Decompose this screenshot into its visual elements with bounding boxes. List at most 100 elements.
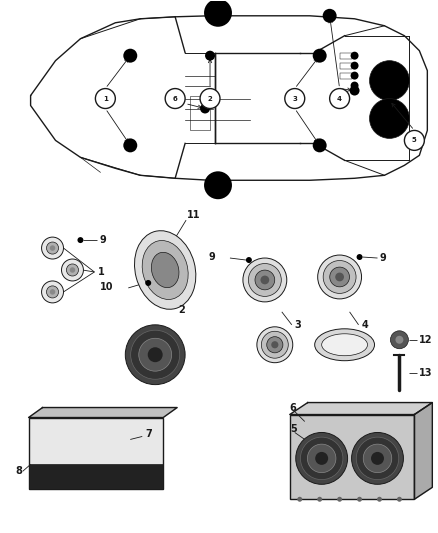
Bar bbox=[190, 95, 210, 131]
Circle shape bbox=[377, 497, 382, 502]
Circle shape bbox=[124, 139, 137, 152]
Circle shape bbox=[335, 272, 344, 281]
Circle shape bbox=[350, 71, 359, 79]
Circle shape bbox=[125, 325, 185, 385]
Circle shape bbox=[205, 51, 215, 61]
Text: 4: 4 bbox=[361, 320, 368, 330]
Circle shape bbox=[70, 267, 75, 273]
Circle shape bbox=[370, 61, 410, 101]
Bar bbox=[339, 53, 352, 59]
Circle shape bbox=[315, 452, 328, 465]
Text: 1: 1 bbox=[103, 95, 108, 101]
Circle shape bbox=[204, 0, 232, 27]
Bar bbox=[339, 72, 352, 78]
Circle shape bbox=[300, 437, 343, 480]
Circle shape bbox=[323, 9, 337, 23]
Text: 9: 9 bbox=[99, 235, 106, 245]
Text: 2: 2 bbox=[178, 305, 185, 315]
Circle shape bbox=[50, 245, 55, 251]
Circle shape bbox=[204, 171, 232, 199]
Circle shape bbox=[257, 327, 293, 362]
Text: 8: 8 bbox=[16, 466, 22, 477]
Circle shape bbox=[363, 444, 392, 473]
Circle shape bbox=[261, 276, 269, 284]
Bar bbox=[28, 464, 163, 489]
Text: 6: 6 bbox=[290, 402, 297, 413]
Circle shape bbox=[131, 330, 180, 379]
Circle shape bbox=[46, 242, 59, 254]
Circle shape bbox=[42, 281, 64, 303]
Circle shape bbox=[318, 255, 361, 299]
Circle shape bbox=[330, 267, 350, 287]
Circle shape bbox=[390, 331, 408, 349]
Circle shape bbox=[297, 497, 302, 502]
Text: 4: 4 bbox=[337, 95, 342, 101]
Circle shape bbox=[255, 270, 275, 290]
Circle shape bbox=[61, 259, 83, 281]
Circle shape bbox=[248, 263, 281, 296]
Circle shape bbox=[271, 341, 279, 349]
Circle shape bbox=[357, 254, 363, 260]
Text: 6: 6 bbox=[173, 95, 177, 101]
Text: 5: 5 bbox=[412, 138, 417, 143]
Circle shape bbox=[296, 432, 348, 484]
Circle shape bbox=[330, 88, 350, 109]
Circle shape bbox=[350, 82, 359, 90]
Circle shape bbox=[46, 286, 59, 298]
Circle shape bbox=[317, 497, 322, 502]
Text: 2: 2 bbox=[208, 95, 212, 101]
Ellipse shape bbox=[152, 252, 179, 288]
Circle shape bbox=[145, 280, 151, 286]
Circle shape bbox=[67, 264, 78, 276]
Circle shape bbox=[285, 88, 305, 109]
Ellipse shape bbox=[142, 240, 188, 300]
Circle shape bbox=[313, 49, 327, 63]
Circle shape bbox=[165, 88, 185, 109]
Circle shape bbox=[50, 289, 55, 295]
Circle shape bbox=[307, 444, 336, 473]
Polygon shape bbox=[414, 402, 432, 499]
Circle shape bbox=[397, 497, 402, 502]
Circle shape bbox=[357, 497, 362, 502]
Ellipse shape bbox=[134, 231, 196, 309]
Polygon shape bbox=[290, 402, 432, 415]
Ellipse shape bbox=[314, 329, 374, 361]
Polygon shape bbox=[28, 408, 177, 417]
Text: 1: 1 bbox=[99, 267, 105, 277]
Circle shape bbox=[78, 237, 83, 243]
Circle shape bbox=[370, 99, 410, 139]
Bar bbox=[28, 417, 163, 489]
Text: 5: 5 bbox=[290, 424, 297, 434]
Circle shape bbox=[337, 497, 342, 502]
Bar bbox=[339, 63, 352, 69]
Text: 7: 7 bbox=[145, 430, 152, 440]
Circle shape bbox=[396, 336, 403, 344]
Ellipse shape bbox=[321, 334, 367, 356]
Circle shape bbox=[42, 237, 64, 259]
Circle shape bbox=[243, 258, 287, 302]
Text: 9: 9 bbox=[208, 252, 215, 262]
Circle shape bbox=[356, 437, 399, 480]
Text: 9: 9 bbox=[379, 253, 386, 263]
Circle shape bbox=[95, 88, 115, 109]
Text: 3: 3 bbox=[292, 95, 297, 101]
Circle shape bbox=[350, 86, 360, 95]
Circle shape bbox=[261, 332, 288, 358]
Circle shape bbox=[139, 338, 172, 371]
Circle shape bbox=[148, 347, 162, 362]
Circle shape bbox=[200, 103, 210, 114]
Text: 11: 11 bbox=[187, 210, 201, 220]
Text: 13: 13 bbox=[419, 368, 433, 378]
Text: 3: 3 bbox=[295, 320, 301, 330]
Circle shape bbox=[350, 62, 359, 70]
Text: 12: 12 bbox=[419, 335, 433, 345]
Circle shape bbox=[350, 52, 359, 60]
Circle shape bbox=[371, 452, 384, 465]
Text: 10: 10 bbox=[100, 282, 114, 292]
Circle shape bbox=[267, 337, 283, 353]
Circle shape bbox=[352, 432, 403, 484]
Circle shape bbox=[323, 261, 356, 293]
Bar bbox=[290, 415, 414, 499]
Circle shape bbox=[246, 257, 252, 263]
Circle shape bbox=[200, 88, 220, 109]
